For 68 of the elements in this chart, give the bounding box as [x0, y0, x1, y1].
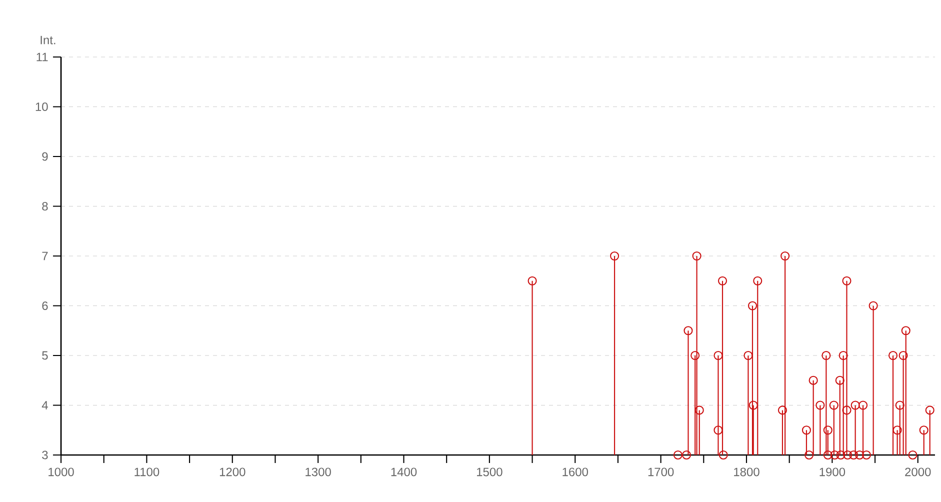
point — [714, 426, 723, 435]
y-axis-title: Int. — [40, 36, 56, 44]
point — [898, 350, 908, 360]
point — [830, 450, 840, 460]
point — [888, 350, 898, 360]
x-tick-label: 1900 — [820, 468, 846, 476]
point — [838, 350, 848, 360]
point — [816, 400, 825, 410]
y-tick-label: 10 — [36, 102, 48, 111]
point — [829, 400, 838, 410]
point — [836, 450, 846, 460]
point — [682, 450, 692, 460]
point — [610, 251, 620, 261]
y-tick-label: 8 — [42, 202, 48, 210]
point — [908, 450, 918, 460]
point — [855, 450, 864, 460]
point — [858, 400, 868, 410]
point — [868, 301, 878, 310]
point — [842, 406, 852, 415]
point — [694, 406, 704, 415]
point — [843, 450, 852, 460]
x-tick-label: 1400 — [391, 468, 417, 476]
point — [850, 400, 860, 410]
point — [718, 450, 728, 460]
x-tick-label: 1700 — [648, 468, 674, 476]
point — [849, 450, 858, 460]
point — [808, 376, 818, 385]
x-tick-label: 1800 — [734, 468, 760, 476]
point — [690, 350, 700, 360]
point — [823, 426, 832, 435]
point — [528, 276, 537, 286]
point — [780, 251, 790, 261]
point — [714, 350, 723, 360]
point — [684, 326, 693, 336]
x-tick-label: 2000 — [905, 468, 931, 476]
point — [892, 426, 902, 435]
point — [673, 450, 682, 460]
y-tick-label: 3 — [42, 450, 48, 460]
x-tick-label: 1100 — [134, 468, 160, 476]
point — [748, 400, 758, 410]
y-tick-label: 4 — [42, 401, 48, 410]
point — [823, 450, 832, 460]
x-tick-label: 1600 — [562, 468, 588, 476]
point — [692, 251, 702, 261]
point — [901, 326, 910, 336]
x-tick-label: 1300 — [306, 468, 331, 476]
point — [753, 276, 762, 286]
point — [895, 400, 904, 410]
point — [718, 276, 728, 286]
point — [835, 376, 844, 385]
point — [862, 450, 871, 460]
point — [919, 426, 928, 435]
point — [748, 301, 758, 310]
y-tick-label: 6 — [42, 301, 48, 310]
x-tick-label: 1200 — [220, 468, 246, 476]
x-tick-label: 1500 — [477, 468, 502, 476]
point — [744, 350, 753, 360]
point — [804, 450, 814, 460]
point — [778, 406, 788, 415]
point — [842, 276, 852, 286]
point — [802, 426, 812, 435]
y-tick-label: 5 — [42, 351, 48, 360]
y-tick-label: 9 — [42, 152, 48, 161]
x-tick-label: 1000 — [48, 468, 74, 476]
point — [925, 406, 934, 415]
y-tick-label: 7 — [42, 252, 48, 260]
point — [822, 350, 831, 360]
y-tick-label: 11 — [36, 52, 48, 62]
